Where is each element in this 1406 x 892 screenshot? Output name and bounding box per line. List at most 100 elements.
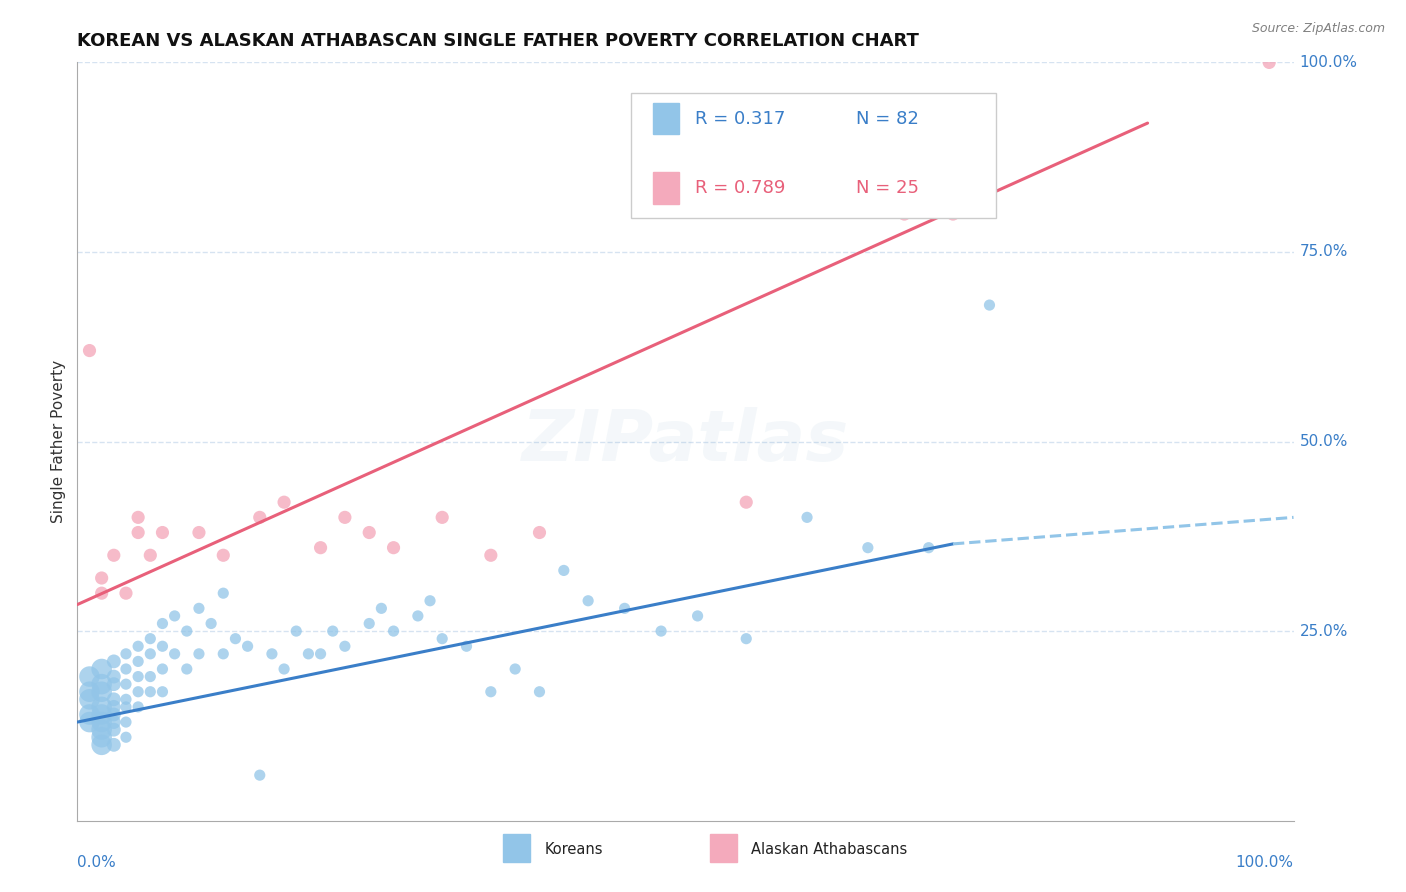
Point bbox=[127, 655, 149, 669]
Point bbox=[127, 639, 149, 653]
Point bbox=[735, 495, 758, 509]
Text: R = 0.317: R = 0.317 bbox=[695, 110, 786, 128]
Text: ZIPatlas: ZIPatlas bbox=[522, 407, 849, 476]
Point bbox=[430, 510, 453, 524]
Point bbox=[103, 692, 125, 706]
Point bbox=[333, 639, 356, 653]
Point bbox=[115, 715, 138, 730]
Point bbox=[249, 510, 271, 524]
Point bbox=[650, 624, 672, 639]
Point bbox=[79, 692, 101, 706]
Text: 75.0%: 75.0% bbox=[1299, 244, 1348, 260]
Point bbox=[188, 525, 211, 540]
Bar bbox=[710, 833, 737, 863]
Point bbox=[90, 699, 112, 714]
Point bbox=[796, 510, 818, 524]
Point bbox=[103, 707, 125, 722]
Point bbox=[273, 495, 295, 509]
Point bbox=[820, 192, 842, 206]
Text: Alaskan Athabascans: Alaskan Athabascans bbox=[751, 842, 907, 857]
Point bbox=[103, 677, 125, 691]
Text: 25.0%: 25.0% bbox=[1299, 624, 1348, 639]
Point bbox=[103, 699, 125, 714]
Point bbox=[333, 510, 356, 524]
Point bbox=[224, 632, 246, 646]
Text: 100.0%: 100.0% bbox=[1299, 55, 1358, 70]
Point bbox=[370, 601, 392, 615]
Point bbox=[200, 616, 222, 631]
Bar bbox=[503, 833, 530, 863]
Point bbox=[103, 715, 125, 730]
Point bbox=[127, 685, 149, 699]
Text: 100.0%: 100.0% bbox=[1236, 855, 1294, 870]
Point bbox=[139, 632, 162, 646]
Text: Source: ZipAtlas.com: Source: ZipAtlas.com bbox=[1251, 22, 1385, 36]
Point bbox=[359, 525, 381, 540]
Point bbox=[115, 677, 138, 691]
Point bbox=[359, 616, 381, 631]
Point bbox=[479, 685, 502, 699]
Text: 50.0%: 50.0% bbox=[1299, 434, 1348, 449]
Point bbox=[139, 548, 162, 563]
Text: R = 0.789: R = 0.789 bbox=[695, 179, 786, 197]
Point bbox=[127, 699, 149, 714]
Point bbox=[152, 639, 174, 653]
Point bbox=[188, 647, 211, 661]
Text: N = 25: N = 25 bbox=[856, 179, 918, 197]
Point bbox=[115, 730, 138, 744]
Point bbox=[735, 632, 758, 646]
Point bbox=[163, 608, 186, 623]
Point bbox=[285, 624, 308, 639]
Point bbox=[456, 639, 478, 653]
Point bbox=[188, 601, 211, 615]
Point bbox=[127, 669, 149, 683]
Point bbox=[103, 669, 125, 683]
Point bbox=[90, 586, 112, 600]
Point bbox=[152, 525, 174, 540]
Point bbox=[103, 738, 125, 752]
Point bbox=[103, 655, 125, 669]
Point bbox=[979, 298, 1001, 312]
Point bbox=[613, 601, 636, 615]
Point bbox=[942, 207, 965, 221]
Point bbox=[309, 647, 332, 661]
Point bbox=[79, 343, 101, 358]
Point bbox=[79, 715, 101, 730]
Point bbox=[503, 662, 526, 676]
Point bbox=[893, 207, 915, 221]
Point bbox=[79, 669, 101, 683]
Point bbox=[90, 738, 112, 752]
Point bbox=[686, 608, 709, 623]
Point bbox=[479, 548, 502, 563]
Point bbox=[90, 571, 112, 585]
Point bbox=[918, 541, 941, 555]
Point bbox=[139, 647, 162, 661]
Point bbox=[322, 624, 344, 639]
Point bbox=[856, 541, 879, 555]
Text: Koreans: Koreans bbox=[544, 842, 603, 857]
Point bbox=[553, 564, 575, 578]
Point bbox=[152, 685, 174, 699]
Point bbox=[212, 586, 235, 600]
Point bbox=[529, 525, 551, 540]
Point bbox=[260, 647, 283, 661]
Text: 0.0%: 0.0% bbox=[77, 855, 117, 870]
Bar bbox=[652, 103, 679, 135]
Point bbox=[406, 608, 429, 623]
Point bbox=[249, 768, 271, 782]
Point bbox=[139, 669, 162, 683]
Point bbox=[176, 624, 198, 639]
Point bbox=[90, 677, 112, 691]
Point bbox=[115, 699, 138, 714]
Point bbox=[115, 647, 138, 661]
Text: KOREAN VS ALASKAN ATHABASCAN SINGLE FATHER POVERTY CORRELATION CHART: KOREAN VS ALASKAN ATHABASCAN SINGLE FATH… bbox=[77, 32, 920, 50]
Point bbox=[1258, 55, 1281, 70]
Bar bbox=[652, 172, 679, 204]
Point bbox=[115, 662, 138, 676]
Point bbox=[103, 723, 125, 737]
Text: N = 82: N = 82 bbox=[856, 110, 918, 128]
Point bbox=[576, 594, 599, 608]
Point bbox=[382, 541, 405, 555]
Point bbox=[115, 692, 138, 706]
Point bbox=[90, 715, 112, 730]
